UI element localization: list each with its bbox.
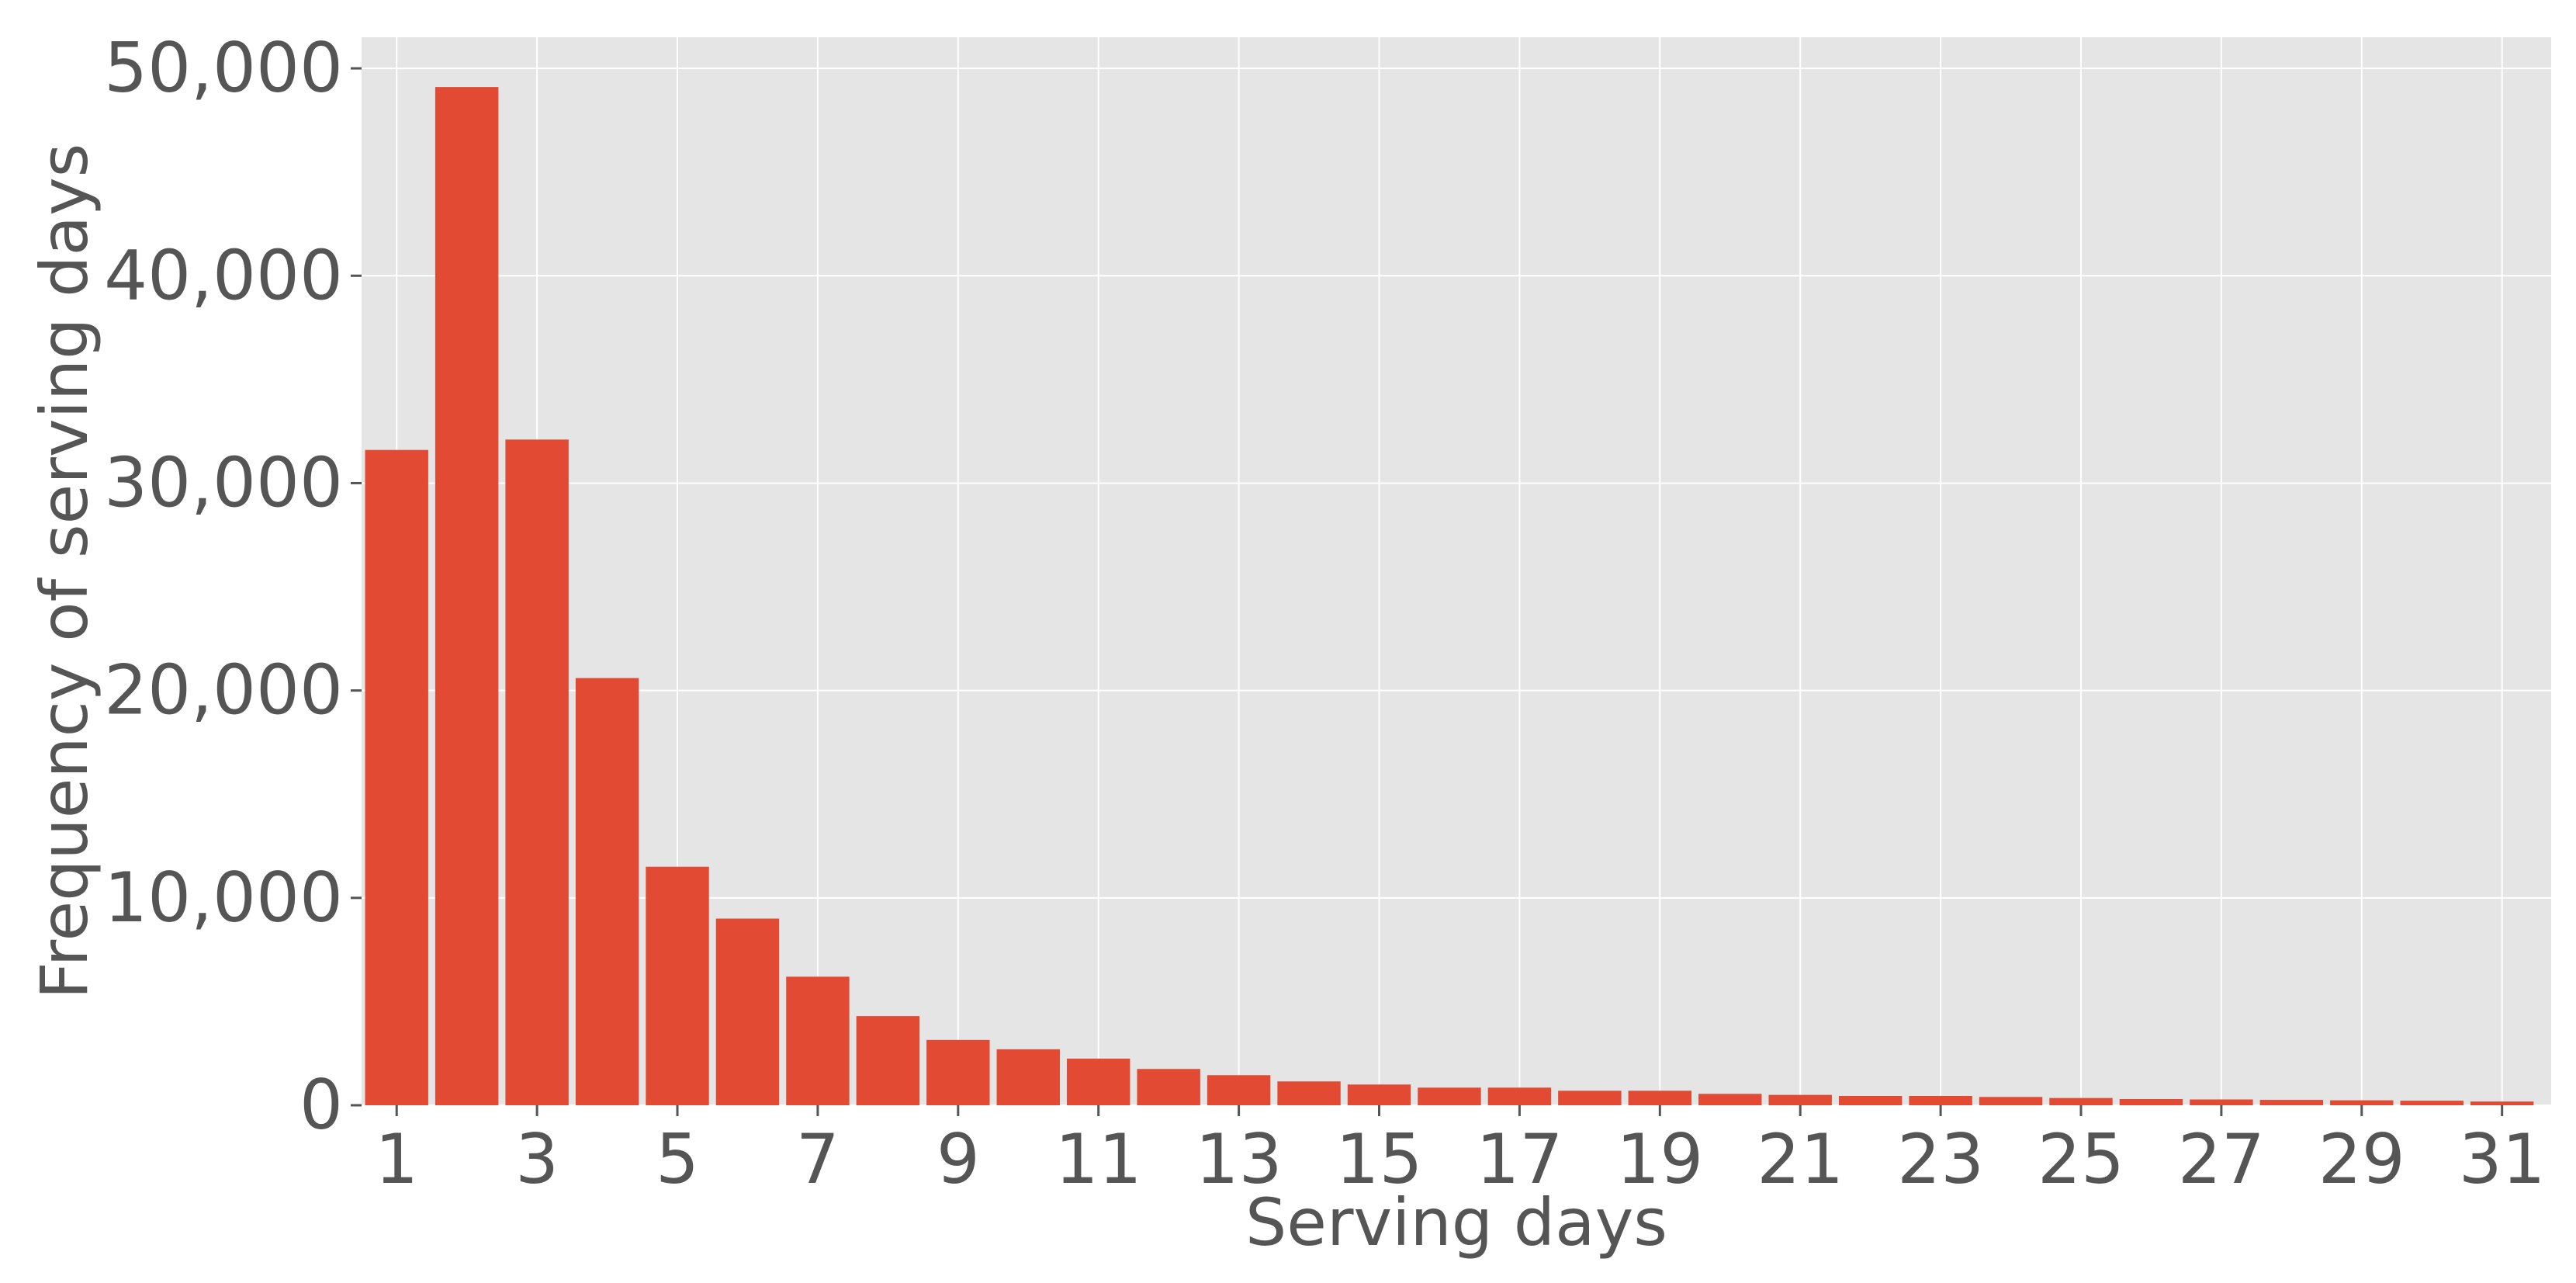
y-tick-label: 0 <box>299 1065 343 1145</box>
y-tick-label: 30,000 <box>104 442 343 522</box>
bar <box>505 439 569 1105</box>
bar <box>1418 1087 1481 1105</box>
bar <box>1558 1091 1622 1105</box>
bar <box>2190 1099 2253 1105</box>
bar <box>1207 1075 1271 1105</box>
x-tick-label: 21 <box>1757 1119 1844 1199</box>
x-tick-label: 1 <box>375 1119 418 1199</box>
x-tick-label: 25 <box>2038 1119 2124 1199</box>
bar <box>2259 1100 2324 1105</box>
bar <box>1487 1087 1552 1105</box>
x-tick-label: 31 <box>2459 1119 2546 1199</box>
x-axis-ticks: 1 3 5 7 9 11 13 15 17 19 21 23 25 27 29 31 <box>375 1105 2546 1199</box>
bar <box>1698 1094 1762 1105</box>
x-tick-label: 11 <box>1055 1119 1142 1199</box>
bar <box>1347 1084 1411 1105</box>
x-tick-label: 23 <box>1897 1119 1984 1199</box>
bar <box>856 1016 920 1105</box>
x-tick-label: 27 <box>2178 1119 2265 1199</box>
x-tick-label: 5 <box>656 1119 699 1199</box>
bar <box>1768 1094 1832 1105</box>
x-tick-label: 7 <box>796 1119 840 1199</box>
y-axis-ticks: 0 10,000 20,000 30,000 40,000 50,000 <box>104 28 362 1145</box>
y-tick-label: 10,000 <box>104 858 343 938</box>
bar <box>715 918 780 1105</box>
x-tick-label: 3 <box>515 1119 559 1199</box>
x-tick-label: 17 <box>1476 1119 1563 1199</box>
y-axis-label: Frequency of serving days <box>26 144 102 1000</box>
bar <box>1628 1091 1692 1105</box>
bar <box>1067 1058 1130 1105</box>
y-tick-label: 50,000 <box>104 28 343 108</box>
bar <box>435 87 499 1106</box>
bar <box>646 866 709 1105</box>
x-tick-label: 19 <box>1616 1119 1703 1199</box>
x-tick-label: 13 <box>1196 1119 1283 1199</box>
bar <box>575 678 639 1105</box>
bar <box>2470 1101 2534 1105</box>
bar <box>1909 1095 1972 1105</box>
bar <box>2400 1101 2463 1105</box>
bar <box>365 449 428 1105</box>
bar <box>2049 1097 2113 1105</box>
x-tick-label: 29 <box>2318 1119 2405 1199</box>
bar <box>2119 1098 2183 1105</box>
bar <box>996 1049 1060 1105</box>
bar <box>2330 1100 2394 1105</box>
y-tick-label: 20,000 <box>104 650 343 730</box>
bar <box>786 976 850 1105</box>
bar <box>1277 1081 1341 1105</box>
y-tick-label: 40,000 <box>104 235 343 315</box>
x-tick-label: 9 <box>937 1119 980 1199</box>
bar <box>1979 1097 2043 1105</box>
bars <box>365 87 2534 1106</box>
x-tick-label: 15 <box>1336 1119 1423 1199</box>
bar <box>1137 1069 1200 1105</box>
bar <box>1838 1095 1903 1105</box>
bar <box>926 1039 990 1105</box>
grid <box>362 37 2551 1106</box>
x-axis-label: Serving days <box>1245 1184 1667 1260</box>
